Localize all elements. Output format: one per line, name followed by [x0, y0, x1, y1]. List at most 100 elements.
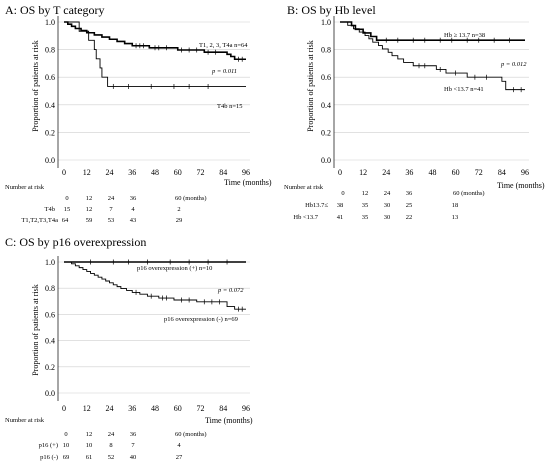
x-tick-label: 84: [219, 168, 227, 177]
x-tick-label: 72: [197, 404, 205, 413]
y-tick-label: 1.0: [321, 18, 331, 27]
panel-c-risk-row-1: p16 (+) 10 10 8 7 4: [39, 442, 182, 449]
risk-col: 12: [86, 431, 93, 438]
x-tick-label: 48: [151, 168, 159, 177]
panel-b-title: B: OS by Hb level: [287, 3, 376, 17]
panel-b-risk-row-1: Hb13.7≤ 38 35 30 25 18: [305, 202, 458, 209]
risk-cell: 10: [86, 442, 93, 449]
panel-c-series-2-label: p16 overexpression (-) n=69: [164, 316, 238, 323]
risk-cell: 61: [86, 454, 93, 461]
risk-cell: 53: [108, 217, 115, 224]
x-tick-label: 36: [405, 168, 413, 177]
risk-cell: 43: [130, 217, 137, 224]
x-tick-label: 36: [128, 168, 136, 177]
x-tick-label: 84: [498, 168, 506, 177]
risk-cell: 4: [177, 442, 181, 449]
risk-cell: 40: [130, 454, 137, 461]
y-tick-label: 0.2: [45, 363, 55, 372]
y-tick-label: 0.6: [45, 73, 55, 82]
x-tick-label: 12: [359, 168, 367, 177]
panel-a-pvalue: p = 0.011: [211, 68, 237, 75]
risk-cell: 30: [384, 214, 391, 221]
risk-row-label: T1,T2,T3,T4a: [21, 217, 58, 224]
risk-row-label: p16 (+): [39, 442, 58, 449]
y-tick-label: 0.0: [45, 389, 55, 398]
x-tick-label: 36: [128, 404, 136, 413]
risk-cell: 4: [131, 206, 135, 213]
panel-b-ylabel: Proportion of patients at risk: [306, 40, 315, 132]
panel-b-risk-row-2: Hb <13.7 41 35 30 22 13: [293, 214, 458, 221]
risk-cell: 59: [86, 217, 93, 224]
risk-cell: 13: [452, 214, 459, 221]
risk-col: 0: [341, 190, 344, 197]
panel-a-risk-header: Number at risk: [5, 184, 45, 191]
risk-cell: 30: [384, 202, 391, 209]
risk-cell: 35: [362, 214, 369, 221]
panel-c-xlabel: Time (months): [205, 416, 253, 425]
risk-cell: 22: [406, 214, 413, 221]
x-tick-label: 0: [338, 168, 342, 177]
x-tick-label: 96: [242, 404, 250, 413]
risk-col: 36: [130, 431, 137, 438]
panel-a-plot: 0.0 0.2 0.4 0.6 0.8 1.0 0 12 24 36 48 60 72 84 96: [45, 16, 250, 177]
risk-col: 0: [65, 195, 68, 202]
x-tick-label: 60: [174, 404, 182, 413]
x-tick-label: 12: [83, 404, 91, 413]
risk-col: 24: [108, 195, 115, 202]
risk-cell: 41: [337, 214, 344, 221]
risk-col: 60 (months): [175, 431, 207, 438]
risk-col: 36: [406, 190, 413, 197]
panel-a-risk-columns: 0 12 24 36 60 (months): [65, 195, 206, 202]
panel-c-title: C: OS by p16 overexpression: [5, 235, 146, 249]
risk-cell: 7: [131, 442, 135, 449]
x-tick-label: 48: [429, 168, 437, 177]
x-tick-label: 96: [242, 168, 250, 177]
panel-b-risk-header: Number at risk: [284, 184, 324, 191]
x-tick-label: 24: [382, 168, 390, 177]
panel-c-risk-header: Number at risk: [5, 417, 45, 424]
panel-b-pvalue: p = 0.012: [500, 61, 527, 68]
risk-col: 60 (months): [175, 195, 207, 202]
panel-a-title: A: OS by T category: [5, 3, 105, 17]
panel-a-xlabel: Time (months): [224, 178, 272, 187]
risk-cell: 12: [86, 206, 93, 213]
y-tick-label: 0.8: [45, 284, 55, 293]
y-tick-label: 0.8: [321, 46, 331, 55]
risk-cell: 52: [108, 454, 115, 461]
x-tick-label: 48: [151, 404, 159, 413]
risk-cell: 69: [63, 454, 70, 461]
panel-b-xlabel: Time (months): [497, 181, 545, 190]
panel-c-pvalue: p = 0.072: [217, 287, 244, 294]
risk-row-label: Hb13.7≤: [305, 202, 328, 209]
y-tick-label: 0.4: [45, 101, 55, 110]
y-tick-label: 0.0: [321, 156, 331, 165]
risk-cell: 27: [176, 454, 183, 461]
km-curve-2: [64, 21, 246, 87]
risk-cell: 10: [63, 442, 70, 449]
risk-col: 24: [384, 190, 391, 197]
risk-cell: 2: [177, 206, 180, 213]
panel-c-series-1-label: p16 overexpression (+) n=10: [137, 265, 212, 272]
panel-a-risk-row-2: T1,T2,T3,T4a 64 59 53 43 29: [21, 217, 182, 224]
panel-b-series-1-label: Hb ≥ 13.7 n=38: [444, 32, 485, 39]
x-tick-label: 24: [106, 168, 114, 177]
km-curve-2: [340, 21, 525, 91]
panel-b: B: OS by Hb level Proportion of patients…: [284, 3, 545, 221]
y-tick-label: 0.0: [45, 156, 55, 165]
y-tick-label: 0.8: [45, 46, 55, 55]
y-tick-label: 1.0: [45, 18, 55, 27]
panel-b-plot: 0.0 0.2 0.4 0.6 0.8 1.0 0 12 24 36 48 60 72 84 96: [321, 16, 529, 177]
risk-cell: 64: [62, 217, 69, 224]
panel-a-risk-row-1: T4b 15 12 7 4 2: [45, 206, 181, 213]
risk-col: 12: [362, 190, 369, 197]
risk-col: 12: [86, 195, 93, 202]
risk-col: 60 (months): [453, 190, 485, 197]
risk-cell: 25: [406, 202, 413, 209]
y-tick-label: 0.4: [45, 337, 55, 346]
x-tick-label: 0: [62, 168, 66, 177]
risk-cell: 38: [337, 202, 344, 209]
km-curve-1: [340, 21, 525, 42]
panel-c-risk-columns: 0 12 24 36 60 (months): [64, 431, 206, 438]
x-tick-label: 96: [521, 168, 529, 177]
